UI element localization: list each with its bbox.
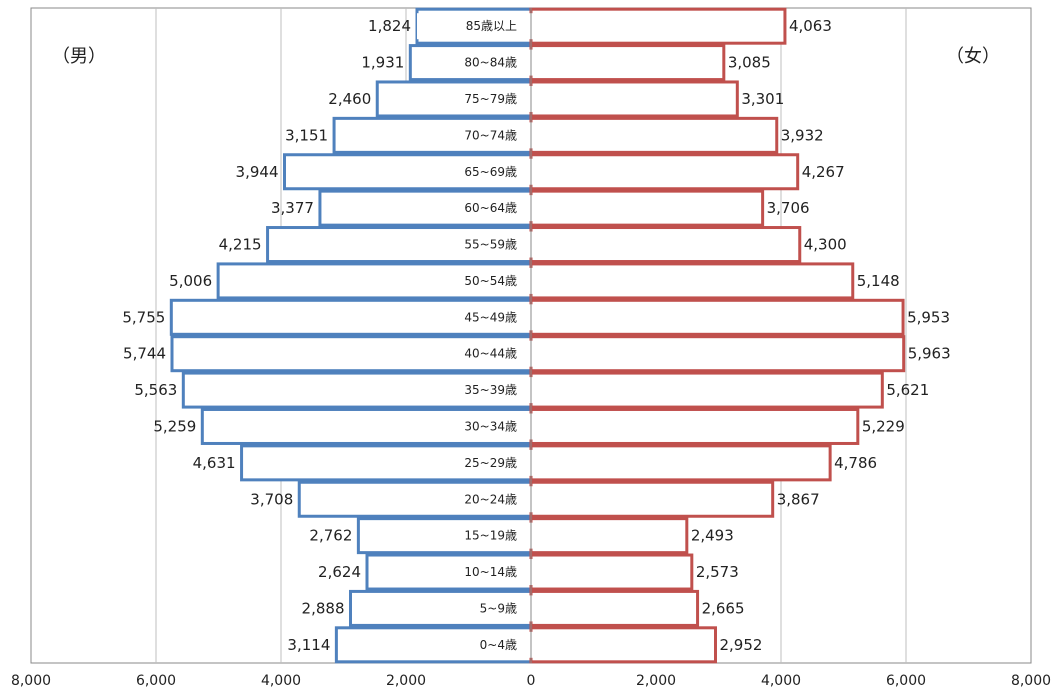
category-label-bg-14 bbox=[417, 522, 625, 549]
x-tick-label-6: 4,000 bbox=[761, 673, 801, 688]
category-label-6: 55~59歳 bbox=[464, 238, 517, 252]
female-value-label-14: 2,493 bbox=[691, 527, 734, 545]
female-value-label-2: 3,301 bbox=[741, 90, 784, 108]
category-label-16: 5~9歳 bbox=[480, 601, 517, 615]
male-value-label-9: 5,744 bbox=[123, 345, 166, 363]
male-value-label-14: 2,762 bbox=[309, 527, 352, 545]
female-value-label-17: 2,952 bbox=[720, 636, 763, 654]
category-label-bg-15 bbox=[417, 559, 625, 586]
male-value-label-17: 3,114 bbox=[287, 636, 330, 654]
category-label-bg-5 bbox=[417, 195, 625, 222]
category-label-bg-1 bbox=[417, 49, 625, 76]
female-value-label-12: 4,786 bbox=[834, 454, 877, 472]
male-value-label-3: 3,151 bbox=[285, 126, 328, 144]
x-tick-label-0: 8,000 bbox=[11, 673, 51, 688]
x-tick-label-1: 6,000 bbox=[136, 673, 176, 688]
female-value-label-9: 5,963 bbox=[908, 345, 951, 363]
category-label-4: 65~69歳 bbox=[464, 165, 517, 179]
female-value-label-10: 5,621 bbox=[886, 381, 929, 399]
category-label-bg-12 bbox=[417, 449, 625, 476]
female-value-label-11: 5,229 bbox=[862, 417, 905, 435]
male-value-label-7: 5,006 bbox=[169, 272, 212, 290]
category-label-0: 85歳以上 bbox=[466, 19, 517, 33]
female-value-label-1: 3,085 bbox=[728, 54, 771, 72]
category-label-bg-9 bbox=[417, 340, 625, 367]
x-tick-label-7: 6,000 bbox=[886, 673, 926, 688]
category-label-13: 20~24歳 bbox=[464, 492, 517, 506]
category-label-bg-6 bbox=[417, 231, 625, 258]
category-label-11: 30~34歳 bbox=[464, 419, 517, 433]
female-value-label-15: 2,573 bbox=[696, 563, 739, 581]
category-label-bg-11 bbox=[417, 413, 625, 440]
x-tick-label-8: 8,000 bbox=[1011, 673, 1051, 688]
female-value-label-3: 3,932 bbox=[781, 126, 824, 144]
category-label-bg-17 bbox=[417, 631, 625, 658]
category-label-bg-10 bbox=[417, 377, 625, 404]
male-value-label-4: 3,944 bbox=[236, 163, 279, 181]
category-label-8: 45~49歳 bbox=[464, 310, 517, 324]
category-label-15: 10~14歳 bbox=[464, 565, 517, 579]
female-value-label-5: 3,706 bbox=[767, 199, 810, 217]
series-label-female: （女） bbox=[946, 46, 1000, 67]
male-value-label-13: 3,708 bbox=[250, 490, 293, 508]
male-value-label-8: 5,755 bbox=[122, 308, 165, 326]
x-tick-label-3: 2,000 bbox=[386, 673, 426, 688]
male-value-label-1: 1,931 bbox=[361, 54, 404, 72]
male-value-label-5: 3,377 bbox=[271, 199, 314, 217]
category-label-bg-3 bbox=[417, 122, 625, 149]
category-label-10: 35~39歳 bbox=[464, 383, 517, 397]
male-value-label-12: 4,631 bbox=[193, 454, 236, 472]
category-label-bg-13 bbox=[417, 486, 625, 513]
male-value-label-11: 5,259 bbox=[153, 417, 196, 435]
male-value-label-16: 2,888 bbox=[302, 599, 345, 617]
female-value-label-4: 4,267 bbox=[802, 163, 845, 181]
x-tick-label-4: 0 bbox=[527, 673, 536, 688]
male-value-label-6: 4,215 bbox=[219, 236, 262, 254]
x-tick-label-5: 2,000 bbox=[636, 673, 676, 688]
category-label-9: 40~44歳 bbox=[464, 347, 517, 361]
category-label-7: 50~54歳 bbox=[464, 274, 517, 288]
female-value-label-0: 4,063 bbox=[789, 17, 832, 35]
male-value-label-15: 2,624 bbox=[318, 563, 361, 581]
female-value-label-13: 3,867 bbox=[777, 490, 820, 508]
male-value-label-2: 2,460 bbox=[328, 90, 371, 108]
category-label-3: 70~74歳 bbox=[464, 128, 517, 142]
female-value-label-7: 5,148 bbox=[857, 272, 900, 290]
category-label-5: 60~64歳 bbox=[464, 201, 517, 215]
male-value-label-10: 5,563 bbox=[134, 381, 177, 399]
category-label-1: 80~84歳 bbox=[464, 56, 517, 70]
category-label-2: 75~79歳 bbox=[464, 92, 517, 106]
category-label-17: 0~4歳 bbox=[480, 638, 517, 652]
category-label-bg-16 bbox=[417, 595, 625, 622]
category-label-bg-7 bbox=[417, 267, 625, 294]
female-value-label-16: 2,665 bbox=[702, 599, 745, 617]
category-label-bg-0 bbox=[417, 13, 625, 40]
female-value-label-6: 4,300 bbox=[804, 236, 847, 254]
x-tick-label-2: 4,000 bbox=[261, 673, 301, 688]
category-label-bg-4 bbox=[417, 158, 625, 185]
category-label-12: 25~29歳 bbox=[464, 456, 517, 470]
female-value-label-8: 5,953 bbox=[907, 308, 950, 326]
category-label-bg-2 bbox=[417, 85, 625, 112]
series-label-male: （男） bbox=[52, 46, 106, 67]
male-value-label-0: 1,824 bbox=[368, 17, 411, 35]
category-label-14: 15~19歳 bbox=[464, 529, 517, 543]
category-label-bg-8 bbox=[417, 304, 625, 331]
